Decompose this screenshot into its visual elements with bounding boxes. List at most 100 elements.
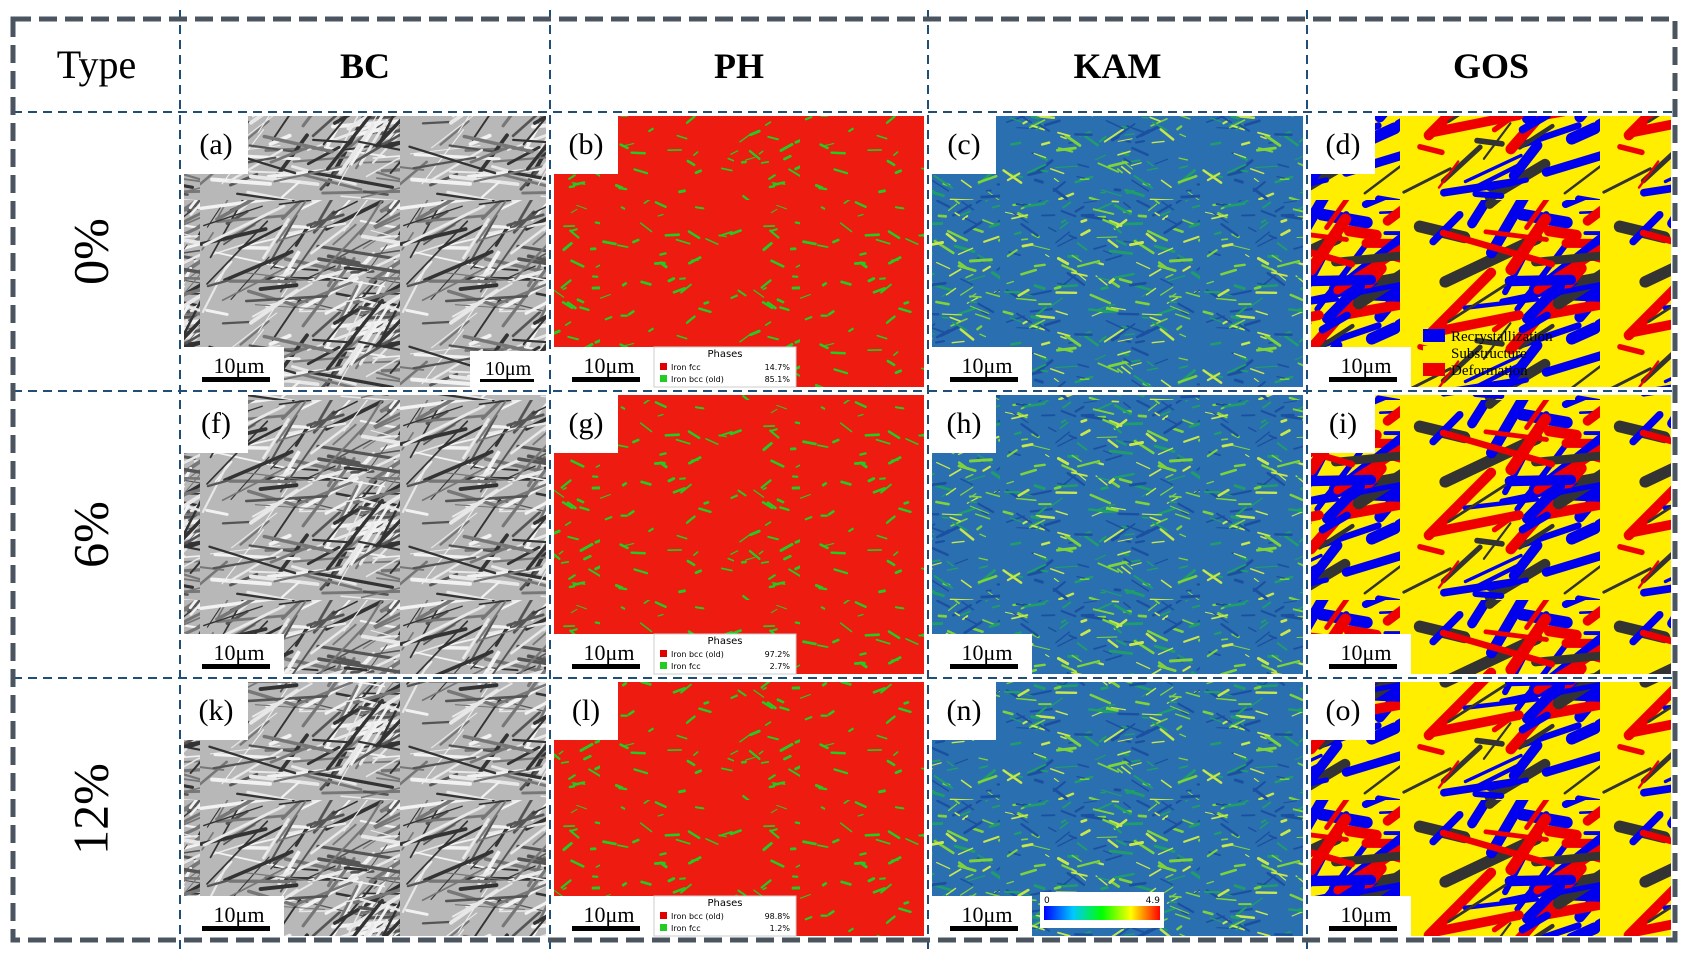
scale-bar-label: 10μm	[962, 353, 1013, 378]
label-box	[184, 395, 248, 453]
scale-bar-label: 10μm	[214, 353, 265, 378]
scale-bar-label: 10μm	[214, 902, 265, 927]
panel: (a) 10μm 10μm	[184, 116, 546, 387]
scale-bar-label: 10μm	[584, 902, 635, 927]
scale-bar	[1329, 664, 1397, 669]
panel: (d) 10μm RecrystallizationSubstructureDefo…	[1311, 116, 1671, 387]
legend-value: 1.2%	[770, 924, 791, 933]
panel: (f) 10μm	[184, 395, 546, 674]
scale-bar	[950, 664, 1018, 669]
legend-name: Iron bcc (old)	[671, 650, 724, 659]
colorbar	[1044, 906, 1160, 920]
label-box	[184, 682, 248, 740]
legend-box	[653, 633, 797, 675]
legend-title: Phases	[707, 636, 742, 647]
legend-name: Iron fcc	[671, 363, 701, 372]
legend-swatch	[1423, 329, 1445, 342]
legend-swatch	[660, 912, 667, 919]
legend-name: Iron fcc	[671, 662, 701, 671]
panel-label: (g)	[569, 407, 604, 440]
scale-bar-label: 10μm	[962, 902, 1013, 927]
panel: (g) 10μm Phases Iron bcc (old) 97.2% Iron fcc…	[554, 395, 924, 675]
legend-swatch	[1423, 363, 1445, 376]
panel-label: (d)	[1326, 128, 1361, 161]
panel-label: (h)	[947, 407, 982, 440]
scale-bar-label: 10μm	[1341, 353, 1392, 378]
legend-value: 97.2%	[765, 650, 791, 659]
scale-bar-label: 10μm	[1341, 902, 1392, 927]
scale-bar	[950, 377, 1018, 382]
label-box	[554, 395, 618, 453]
scale-bar	[572, 664, 640, 669]
column-header: PH	[714, 46, 764, 86]
column-header: GOS	[1453, 46, 1529, 86]
scale-bar-label: 10μm	[214, 640, 265, 665]
scale-bar	[1329, 377, 1397, 382]
scale-bar-label: 10μm	[1341, 640, 1392, 665]
column-header: BC	[340, 46, 390, 86]
panel-label: (b)	[569, 128, 604, 161]
colorbar-max: 4.9	[1146, 896, 1161, 906]
legend-swatch	[660, 662, 667, 669]
label-box	[554, 116, 618, 174]
scale-bar-label: 10μm	[584, 640, 635, 665]
legend-value: 85.1%	[765, 375, 791, 384]
scale-bar	[480, 379, 534, 382]
panel-label: (i)	[1329, 407, 1357, 440]
row-label: 0%	[62, 218, 118, 285]
legend-name: Substructure	[1451, 346, 1527, 362]
scale-bar-label: 10μm	[485, 358, 532, 380]
panel: (o) 10μm	[1311, 682, 1671, 936]
label-box	[554, 682, 618, 740]
legend-title: Phases	[707, 349, 742, 360]
scale-bar-label: 10μm	[962, 640, 1013, 665]
scale-bar	[572, 377, 640, 382]
label-box	[1311, 682, 1375, 740]
colorbar-min: 0	[1044, 896, 1050, 906]
scale-bar	[202, 664, 270, 669]
panel: (h) 10μm	[932, 395, 1303, 674]
panel-label: (l)	[572, 694, 600, 727]
legend-value: 98.8%	[765, 912, 791, 921]
label-box	[184, 116, 248, 174]
scale-bar	[950, 926, 1018, 931]
panel: (k) 10μm	[184, 682, 546, 936]
panel-label: (c)	[947, 128, 980, 161]
legend-name: Recrystallization	[1451, 329, 1553, 345]
legend-swatch	[1423, 346, 1445, 359]
row-label: 12%	[62, 763, 118, 855]
scale-bar	[1329, 926, 1397, 931]
label-box	[932, 395, 996, 453]
legend-box	[653, 895, 797, 937]
panel: (l) 10μm Phases Iron bcc (old) 98.8% Iron fcc…	[554, 682, 924, 937]
row-label: 6%	[62, 501, 118, 568]
legend-name: Deformation	[1451, 363, 1528, 379]
label-box	[932, 682, 996, 740]
type-header: Type	[57, 42, 136, 87]
legend-swatch	[660, 363, 667, 370]
column-header: KAM	[1074, 46, 1162, 86]
outer-border	[10, 16, 1678, 943]
scale-bar-label: 10μm	[584, 353, 635, 378]
legend-box	[653, 346, 797, 388]
legend-value: 14.7%	[765, 363, 791, 372]
panel-label: (o)	[1326, 694, 1361, 727]
panel-label: (f)	[201, 407, 231, 440]
panel: (b) 10μm Phases Iron fcc 14.7% Iron bcc (old)…	[554, 116, 924, 388]
legend-name: Iron bcc (old)	[671, 912, 724, 921]
legend-swatch	[660, 650, 667, 657]
label-box	[1311, 395, 1375, 453]
panel-label: (n)	[947, 694, 982, 727]
legend-swatch	[660, 924, 667, 931]
scale-bar	[572, 926, 640, 931]
legend-title: Phases	[707, 898, 742, 909]
label-box	[932, 116, 996, 174]
legend-name: Iron fcc	[671, 924, 701, 933]
label-box	[1311, 116, 1375, 174]
legend-swatch	[660, 375, 667, 382]
panel: (n) 10μm 0 4.9	[932, 682, 1303, 936]
panel: (c) 10μm	[932, 116, 1303, 387]
scale-bar	[202, 377, 270, 382]
panel-label: (k)	[199, 694, 234, 727]
